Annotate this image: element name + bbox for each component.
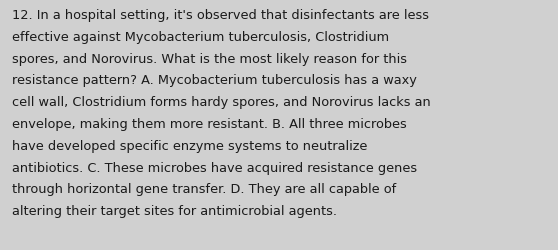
- Text: spores, and Norovirus. What is the most likely reason for this: spores, and Norovirus. What is the most …: [12, 52, 407, 65]
- Text: through horizontal gene transfer. D. They are all capable of: through horizontal gene transfer. D. The…: [12, 183, 396, 196]
- Text: cell wall, Clostridium forms hardy spores, and Norovirus lacks an: cell wall, Clostridium forms hardy spore…: [12, 96, 431, 109]
- Text: envelope, making them more resistant. B. All three microbes: envelope, making them more resistant. B.…: [12, 118, 407, 130]
- Text: have developed specific enzyme systems to neutralize: have developed specific enzyme systems t…: [12, 139, 367, 152]
- Text: antibiotics. C. These microbes have acquired resistance genes: antibiotics. C. These microbes have acqu…: [12, 161, 417, 174]
- Text: 12. In a hospital setting, it's observed that disinfectants are less: 12. In a hospital setting, it's observed…: [12, 9, 429, 22]
- Text: effective against Mycobacterium tuberculosis, Clostridium: effective against Mycobacterium tubercul…: [12, 31, 389, 44]
- Text: altering their target sites for antimicrobial agents.: altering their target sites for antimicr…: [12, 204, 337, 217]
- Text: resistance pattern? A. Mycobacterium tuberculosis has a waxy: resistance pattern? A. Mycobacterium tub…: [12, 74, 417, 87]
